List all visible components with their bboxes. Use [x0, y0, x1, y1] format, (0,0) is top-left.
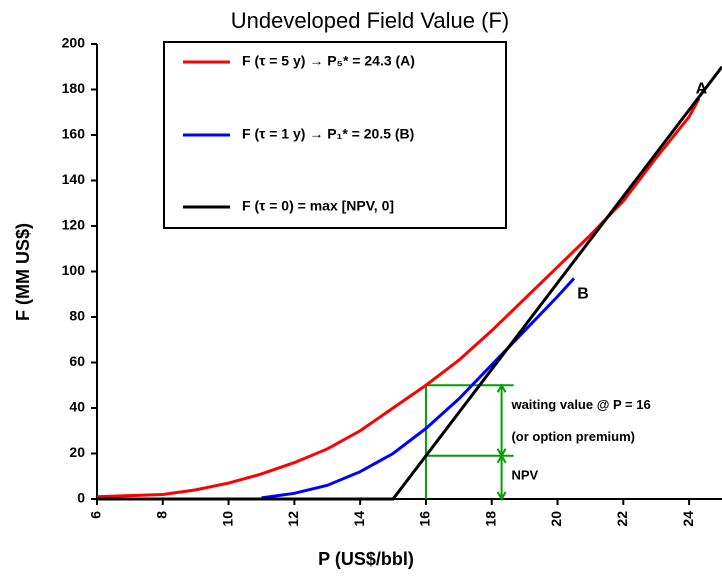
y-tick-label: 140 [62, 171, 86, 187]
y-tick-label: 120 [62, 217, 86, 233]
y-tick-label: 0 [77, 490, 85, 506]
y-tick-label: 200 [62, 35, 86, 51]
x-tick-label: 6 [88, 511, 104, 519]
y-tick-label: 160 [62, 126, 86, 142]
legend-label: F (τ = 5 y) → P₅* = 24.3 (A) [242, 53, 415, 69]
y-tick-label: 180 [62, 80, 86, 96]
x-tick-label: 10 [219, 511, 235, 527]
y-tick-label: 80 [69, 308, 85, 324]
annotation: (or option premium) [511, 429, 635, 444]
x-axis-label: P (US$/bbl) [318, 549, 414, 569]
legend-label: F (τ = 1 y) → P₁* = 20.5 (B) [242, 126, 414, 142]
series-line [261, 277, 576, 500]
annotation: B [577, 285, 589, 302]
x-tick-label: 24 [680, 511, 696, 527]
annotation: waiting value @ P = 16 [510, 397, 650, 412]
series-line [96, 97, 701, 499]
y-axis-label: F (MM US$) [13, 223, 33, 321]
x-tick-label: 18 [482, 511, 498, 527]
x-tick-label: 20 [548, 511, 564, 527]
y-tick-label: 100 [62, 262, 86, 278]
x-tick-label: 22 [614, 511, 630, 527]
x-tick-label: 16 [417, 511, 433, 527]
annotation: A [696, 81, 708, 98]
y-tick-label: 60 [69, 353, 85, 369]
bracket-arrow [496, 491, 507, 502]
annotation: NPV [511, 468, 538, 483]
bracket-arrow [496, 383, 507, 393]
legend-label: F (τ = 0) = max [NPV, 0] [242, 198, 394, 214]
chart-title: Undeveloped Field Value (F) [231, 8, 509, 33]
y-tick-label: 40 [69, 399, 85, 415]
y-tick-label: 20 [69, 444, 85, 460]
series-line [97, 65, 722, 501]
bracket-arrow [496, 453, 507, 464]
x-tick-label: 12 [285, 511, 301, 527]
x-tick-label: 14 [351, 511, 367, 527]
x-tick-label: 8 [153, 511, 169, 519]
